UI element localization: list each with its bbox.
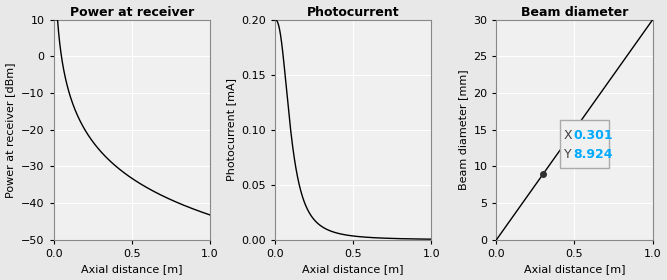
Title: Photocurrent: Photocurrent bbox=[307, 6, 400, 18]
X-axis label: Axial distance [m]: Axial distance [m] bbox=[302, 264, 404, 274]
Y-axis label: Beam diameter [mm]: Beam diameter [mm] bbox=[458, 69, 468, 190]
Title: Beam diameter: Beam diameter bbox=[521, 6, 628, 18]
Text: Y: Y bbox=[564, 148, 576, 161]
Text: X: X bbox=[564, 129, 577, 142]
Text: 8.924: 8.924 bbox=[573, 148, 612, 161]
Title: Power at receiver: Power at receiver bbox=[69, 6, 194, 18]
FancyBboxPatch shape bbox=[560, 120, 609, 168]
Y-axis label: Photocurrent [mA]: Photocurrent [mA] bbox=[225, 78, 235, 181]
X-axis label: Axial distance [m]: Axial distance [m] bbox=[81, 264, 183, 274]
X-axis label: Axial distance [m]: Axial distance [m] bbox=[524, 264, 625, 274]
Y-axis label: Power at receiver [dBm]: Power at receiver [dBm] bbox=[5, 62, 15, 198]
Text: 0.301: 0.301 bbox=[573, 129, 612, 142]
